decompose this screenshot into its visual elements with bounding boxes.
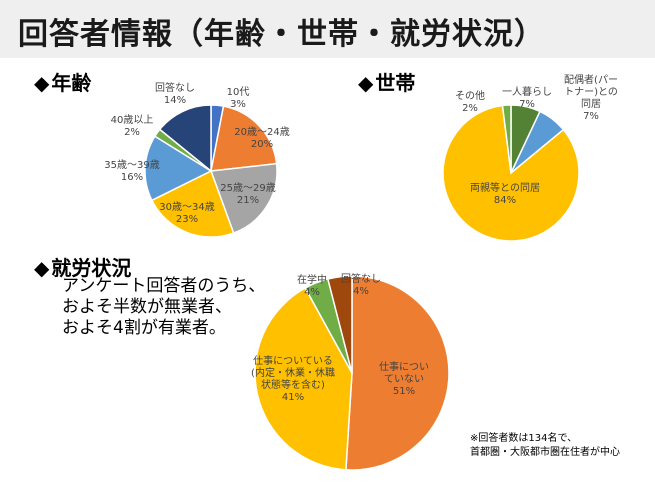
section-marker: ◆: [34, 256, 50, 280]
pie-slice-label: 回答なし 14%: [155, 81, 195, 106]
pie-slice-label: 両親等との同居 84%: [470, 181, 540, 206]
employment-pie-chart: 仕事についていない 51% 仕事についている(内定・休業・休職状態等を含む) 41% 在…: [251, 272, 450, 471]
pie-slice: [144, 135, 213, 202]
household-pie-chart: 一人暮らし 7% 配偶者(パートナー)との同居 7% 両親等との同居 84% その他 2%: [442, 73, 618, 242]
age-pie-chart: 10代 3% 20歳～24歳 20% 25歳～29歳 21%30歳～34歳 23%35歳～3…: [104, 81, 290, 238]
pie-slice-label: 仕事についていない 51%: [379, 360, 429, 397]
summary-line: およそ半数が無業者、: [62, 297, 232, 317]
page-title: 回答者情報（年齢・世帯・就労状況）: [18, 17, 545, 52]
pie-slice: [158, 104, 212, 173]
pie-slice-label: 40歳以上 2%: [111, 114, 154, 138]
section-marker: ◆: [358, 71, 374, 95]
pie-slice-label: 10代 3%: [227, 86, 250, 110]
pie-slice: [326, 275, 353, 374]
pie-slice: [150, 169, 235, 238]
pie-slice: [501, 104, 512, 174]
section-title-employment: 就労状況: [51, 256, 132, 280]
pie-slice-label: 25歳～29歳 21%: [220, 182, 275, 206]
pie-slice-label: 在学中 4%: [297, 273, 327, 298]
footnote: ※回答者数は134名で、 首都圏・大阪都市圏在住者が中心: [470, 432, 620, 460]
pie-slice-label: 仕事についている(内定・休業・休職状態等を含む) 41%: [251, 354, 335, 403]
pie-slice-label: 20歳～24歳 20%: [234, 126, 289, 150]
summary-text: アンケート回答者のうち、 およそ半数が無業者、 およそ4割が有業者。: [62, 276, 265, 339]
pie-slice: [254, 286, 353, 471]
pie-slice-label: 30歳～34歳 23%: [159, 201, 214, 225]
section-heading-household: ◆ 世帯: [358, 67, 415, 96]
section-marker: ◆: [34, 71, 50, 95]
pie-slice-label: 回答なし 4%: [341, 272, 381, 297]
pie-slice: [442, 104, 580, 242]
footnote-line: 首都圏・大阪都市圏在住者が中心: [470, 447, 620, 458]
pie-slice-label: その他 2%: [455, 89, 485, 114]
section-heading-employment: ◆ 就労状況: [34, 252, 131, 281]
pie-slice-label: 一人暮らし 7%: [502, 85, 552, 110]
summary-line: およそ4割が有業者。: [62, 318, 226, 338]
summary-line: アンケート回答者のうち、: [62, 276, 266, 296]
section-title-household: 世帯: [375, 71, 416, 95]
pie-slice-label: 配偶者(パートナー)との同居 7%: [564, 73, 618, 122]
pie-slice: [345, 275, 450, 471]
section-heading-age: ◆ 年齢: [34, 67, 91, 96]
title-bar: 回答者情報（年齢・世帯・就労状況）: [0, 0, 655, 58]
section-title-age: 年齢: [51, 71, 92, 95]
pie-slice-label: 35歳～39歳 16%: [104, 159, 159, 183]
footnote-line: ※回答者数は134名で、: [470, 433, 578, 444]
pie-slice: [210, 105, 278, 172]
